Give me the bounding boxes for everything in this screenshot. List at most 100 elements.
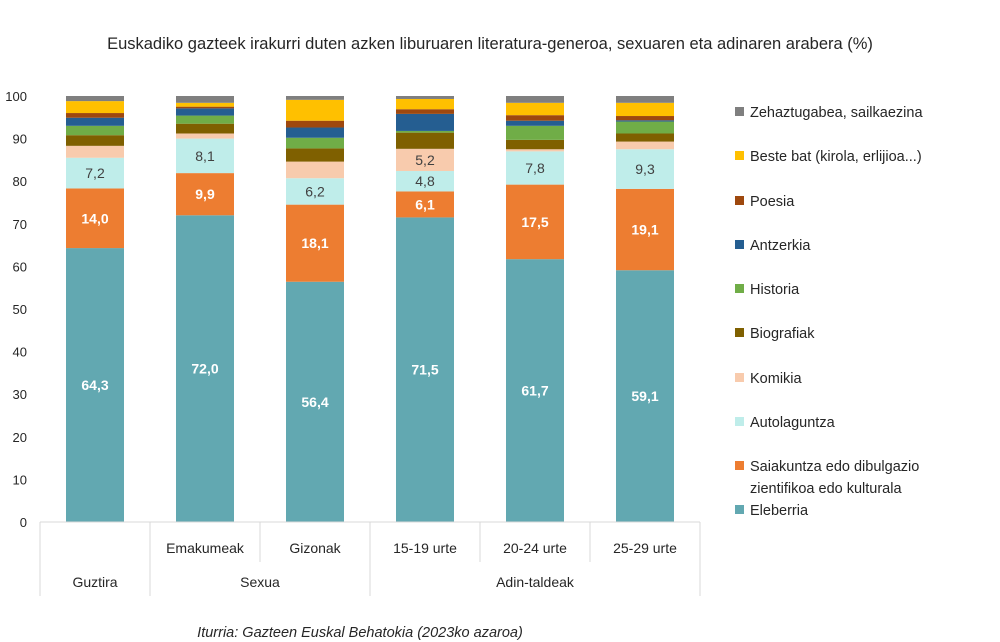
bar-segment — [286, 161, 344, 179]
x-group-label: Guztira — [72, 574, 117, 590]
y-tick-label: 0 — [20, 515, 27, 530]
bar-segment — [286, 137, 344, 149]
legend-item: Eleberria — [735, 503, 809, 519]
data-label: 18,1 — [301, 235, 328, 251]
y-tick-label: 50 — [13, 302, 27, 317]
bar-segment — [176, 108, 234, 116]
data-label: 19,1 — [631, 222, 658, 238]
bar-segment — [506, 184, 564, 260]
bar-segment — [616, 141, 674, 150]
bar-segment — [396, 113, 454, 131]
data-label: 64,3 — [81, 377, 108, 393]
legend-item: Zehaztugabea, sailkaezina — [735, 105, 923, 121]
bar-segment — [176, 96, 234, 103]
bar-segment — [616, 102, 674, 117]
y-tick-label: 90 — [13, 132, 27, 147]
x-tick-label: 15-19 urte — [393, 540, 457, 556]
legend-item: Autolaguntza — [735, 415, 836, 431]
bar-segment — [396, 98, 454, 110]
legend-swatch — [735, 373, 744, 382]
bar-segment — [286, 281, 344, 522]
legend-swatch — [735, 107, 744, 116]
legend-label: Zehaztugabea, sailkaezina — [750, 105, 923, 121]
bar-segment — [176, 215, 234, 522]
bar-segment — [66, 113, 124, 118]
bar-segment — [66, 248, 124, 522]
bar-segment — [616, 96, 674, 103]
x-group-label: Adin-taldeak — [496, 574, 575, 590]
bar-segment — [286, 148, 344, 162]
bar-segment — [506, 115, 564, 121]
bar-segment — [286, 99, 344, 121]
legend-item: Saiakuntza edo dibulgazio zientifikoa edo… — [735, 459, 919, 497]
y-tick-label: 30 — [13, 387, 27, 402]
data-label: 61,7 — [521, 383, 548, 399]
bar-segment — [286, 178, 344, 205]
legend-swatch — [735, 196, 744, 205]
x-axis: Guztira Emakumeak Gizonak Sexua 15-19 urte 20… — [39, 521, 701, 596]
bar-segment — [66, 188, 124, 249]
bar-segment — [396, 109, 454, 114]
legend-label: Historia — [750, 282, 800, 298]
data-label: 14,0 — [81, 210, 108, 226]
legend-item: Komikia — [735, 371, 803, 387]
bars: 64,3 14,0 7,2 72,0 9,9 8,1 56,4 18,1 6,2 71,5 6,1 4… — [66, 96, 674, 522]
bar-segment — [286, 120, 344, 128]
y-tick-label: 80 — [13, 174, 27, 189]
bar-segment — [396, 191, 454, 218]
bar-segment — [176, 173, 234, 216]
y-axis: 0 10 20 30 40 50 60 70 80 90 100 — [5, 89, 27, 530]
legend-swatch — [735, 240, 744, 249]
bar-segment — [506, 149, 564, 152]
bar-segment — [396, 148, 454, 171]
y-tick-label: 40 — [13, 345, 27, 360]
bar-segment — [66, 125, 124, 136]
bar-segment — [66, 145, 124, 158]
legend-swatch — [735, 417, 744, 426]
y-tick-label: 100 — [5, 89, 27, 104]
data-label: 5,2 — [415, 152, 435, 168]
bar-segment — [616, 188, 674, 271]
bar-segment — [286, 127, 344, 138]
data-label: 72,0 — [191, 361, 218, 377]
data-label: 9,3 — [635, 161, 655, 177]
bar-segment — [396, 96, 454, 99]
bar-segment — [506, 139, 564, 150]
bar-segment — [396, 217, 454, 522]
bar-segment — [616, 120, 674, 122]
data-label: 59,1 — [631, 388, 658, 404]
legend: Zehaztugabea, sailkaezina Beste bat (kiro… — [735, 105, 923, 519]
bar-segment — [66, 96, 124, 102]
data-label: 71,5 — [411, 362, 438, 378]
bar-segment — [176, 115, 234, 124]
legend-item: Poesia — [735, 194, 795, 210]
bar-segment — [396, 170, 454, 192]
bar-segment — [176, 106, 234, 109]
data-label: 56,4 — [301, 394, 328, 410]
bar-segment — [66, 101, 124, 114]
bar-segment — [176, 133, 234, 139]
bar-segment — [176, 123, 234, 134]
x-tick-label: 20-24 urte — [503, 540, 567, 556]
y-tick-label: 20 — [13, 430, 27, 445]
bar-segment — [286, 204, 344, 282]
bar-segment — [506, 102, 564, 116]
data-label: 8,1 — [195, 148, 215, 164]
legend-label: Beste bat (kirola, erlijioa...) — [750, 149, 922, 165]
legend-swatch — [735, 328, 744, 337]
legend-item: Antzerkia — [735, 238, 811, 254]
legend-swatch — [735, 284, 744, 293]
legend-label: Poesia — [750, 194, 795, 210]
x-group-label: Sexua — [240, 574, 280, 590]
bar-segment — [616, 116, 674, 121]
bar-segment — [66, 135, 124, 146]
bar-segment — [506, 151, 564, 185]
bar-segment — [616, 149, 674, 189]
legend-item: Beste bat (kirola, erlijioa...) — [735, 149, 922, 165]
bar-segment — [506, 96, 564, 103]
bar-segment — [66, 157, 124, 189]
legend-label: Saiakuntza edo dibulgazio zientifikoa edo… — [750, 459, 919, 497]
data-label: 6,2 — [305, 183, 325, 199]
bar-segment — [66, 117, 124, 126]
